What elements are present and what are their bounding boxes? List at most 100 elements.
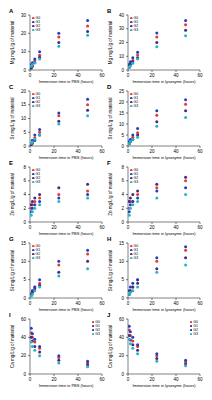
- svg-text:20: 20: [119, 353, 125, 358]
- svg-text:20: 20: [51, 377, 57, 382]
- svg-text:0: 0: [121, 372, 124, 377]
- svg-text:20: 20: [149, 225, 155, 230]
- svg-text:8: 8: [23, 165, 26, 170]
- svg-text:Immersion time in lysozyme (ho: Immersion time in lysozyme (hours): [132, 307, 196, 312]
- svg-text:0: 0: [121, 220, 124, 225]
- svg-text:Immersion time in lysozyme (ho: Immersion time in lysozyme (hours): [132, 231, 196, 236]
- svg-text:5: 5: [121, 277, 124, 282]
- svg-text:0: 0: [29, 73, 32, 78]
- svg-text:6: 6: [121, 178, 124, 183]
- svg-text:0: 0: [23, 68, 26, 73]
- svg-text:40: 40: [173, 301, 179, 306]
- svg-text:40: 40: [173, 377, 179, 382]
- svg-text:15: 15: [21, 241, 27, 246]
- svg-text:Immersion time in PBS (hours): Immersion time in PBS (hours): [39, 231, 94, 236]
- svg-text:60: 60: [21, 317, 27, 322]
- svg-text:Si mg/L/g of material: Si mg/L/g of material: [108, 250, 113, 291]
- svg-text:60: 60: [197, 225, 203, 230]
- svg-text:5: 5: [121, 133, 124, 138]
- svg-text:Immersion time in lysozyme (ho: Immersion time in lysozyme (hours): [132, 79, 196, 84]
- svg-text:20: 20: [51, 149, 57, 154]
- svg-text:20: 20: [21, 89, 27, 94]
- svg-text:60: 60: [197, 73, 203, 78]
- svg-text:0: 0: [127, 225, 130, 230]
- svg-text:0: 0: [127, 149, 130, 154]
- svg-text:Si mg/L/g of material: Si mg/L/g of material: [10, 250, 15, 291]
- svg-text:30: 30: [21, 13, 27, 18]
- svg-text:10: 10: [119, 259, 125, 264]
- svg-text:60: 60: [99, 301, 105, 306]
- svg-text:0: 0: [23, 372, 26, 377]
- svg-text:15: 15: [119, 111, 125, 116]
- svg-text:0: 0: [121, 144, 124, 149]
- svg-text:4: 4: [121, 192, 124, 197]
- svg-text:0: 0: [29, 149, 32, 154]
- svg-text:0: 0: [121, 296, 124, 301]
- svg-text:60: 60: [119, 317, 125, 322]
- svg-text:0: 0: [127, 73, 130, 78]
- svg-text:Mg mg/L/g of material: Mg mg/L/g of material: [10, 21, 15, 65]
- svg-text:Zn mg/L/g of material: Zn mg/L/g of material: [10, 173, 15, 216]
- svg-text:10: 10: [119, 54, 125, 59]
- svg-text:6: 6: [23, 178, 26, 183]
- svg-text:40: 40: [173, 149, 179, 154]
- svg-text:40: 40: [75, 377, 81, 382]
- svg-text:4: 4: [23, 192, 26, 197]
- svg-text:Sr mg/L/g of material: Sr mg/L/g of material: [108, 98, 113, 140]
- svg-text:10: 10: [21, 49, 27, 54]
- svg-text:20: 20: [149, 377, 155, 382]
- svg-text:20: 20: [119, 100, 125, 105]
- svg-text:5: 5: [23, 277, 26, 282]
- svg-text:20: 20: [51, 301, 57, 306]
- svg-text:40: 40: [75, 149, 81, 154]
- svg-text:10: 10: [119, 122, 125, 127]
- svg-text:40: 40: [173, 73, 179, 78]
- svg-text:0: 0: [23, 220, 26, 225]
- svg-text:8: 8: [121, 165, 124, 170]
- svg-text:Immersion time in PBS (hours): Immersion time in PBS (hours): [39, 383, 94, 388]
- svg-text:20: 20: [149, 301, 155, 306]
- svg-text:Sr mg/L/g of material: Sr mg/L/g of material: [10, 98, 15, 140]
- svg-text:0: 0: [127, 377, 130, 382]
- svg-text:Immersion time in lysozyme (ho: Immersion time in lysozyme (hours): [132, 383, 196, 388]
- svg-text:Immersion time in PBS (hours): Immersion time in PBS (hours): [39, 307, 94, 312]
- svg-text:0: 0: [29, 225, 32, 230]
- svg-text:40: 40: [75, 301, 81, 306]
- svg-text:Ca mg/L/g of material: Ca mg/L/g of material: [108, 325, 113, 368]
- svg-text:60: 60: [99, 225, 105, 230]
- svg-text:20: 20: [51, 73, 57, 78]
- svg-text:0: 0: [121, 68, 124, 73]
- svg-text:20: 20: [21, 353, 27, 358]
- svg-text:60: 60: [197, 377, 203, 382]
- svg-text:Zn mg/L/g of material: Zn mg/L/g of material: [108, 173, 113, 216]
- svg-text:40: 40: [173, 225, 179, 230]
- svg-text:Immersion time in lysozyme (ho: Immersion time in lysozyme (hours): [132, 155, 196, 160]
- svg-text:0: 0: [127, 301, 130, 306]
- svg-text:0: 0: [29, 301, 32, 306]
- svg-text:30: 30: [119, 26, 125, 31]
- svg-text:0: 0: [23, 144, 26, 149]
- svg-text:Immersion time in PBS (hours): Immersion time in PBS (hours): [39, 79, 94, 84]
- svg-text:0: 0: [23, 296, 26, 301]
- svg-text:Immersion time in PBS (hours): Immersion time in PBS (hours): [39, 155, 94, 160]
- svg-text:Ca mg/L/g of material: Ca mg/L/g of material: [10, 325, 15, 368]
- svg-text:10: 10: [21, 116, 27, 121]
- svg-text:15: 15: [21, 102, 27, 107]
- svg-text:40: 40: [119, 335, 125, 340]
- svg-text:40: 40: [75, 73, 81, 78]
- svg-text:60: 60: [99, 73, 105, 78]
- svg-text:40: 40: [21, 335, 27, 340]
- svg-text:60: 60: [197, 149, 203, 154]
- svg-text:60: 60: [197, 301, 203, 306]
- svg-text:20: 20: [51, 225, 57, 230]
- svg-text:2: 2: [23, 206, 26, 211]
- svg-text:5: 5: [23, 130, 26, 135]
- svg-text:20: 20: [149, 149, 155, 154]
- svg-text:2: 2: [121, 206, 124, 211]
- svg-text:Mg mg/L/g of material: Mg mg/L/g of material: [108, 21, 113, 65]
- svg-text:10: 10: [21, 259, 27, 264]
- svg-text:20: 20: [119, 40, 125, 45]
- svg-text:40: 40: [75, 225, 81, 230]
- svg-text:25: 25: [119, 89, 125, 94]
- svg-text:0: 0: [29, 377, 32, 382]
